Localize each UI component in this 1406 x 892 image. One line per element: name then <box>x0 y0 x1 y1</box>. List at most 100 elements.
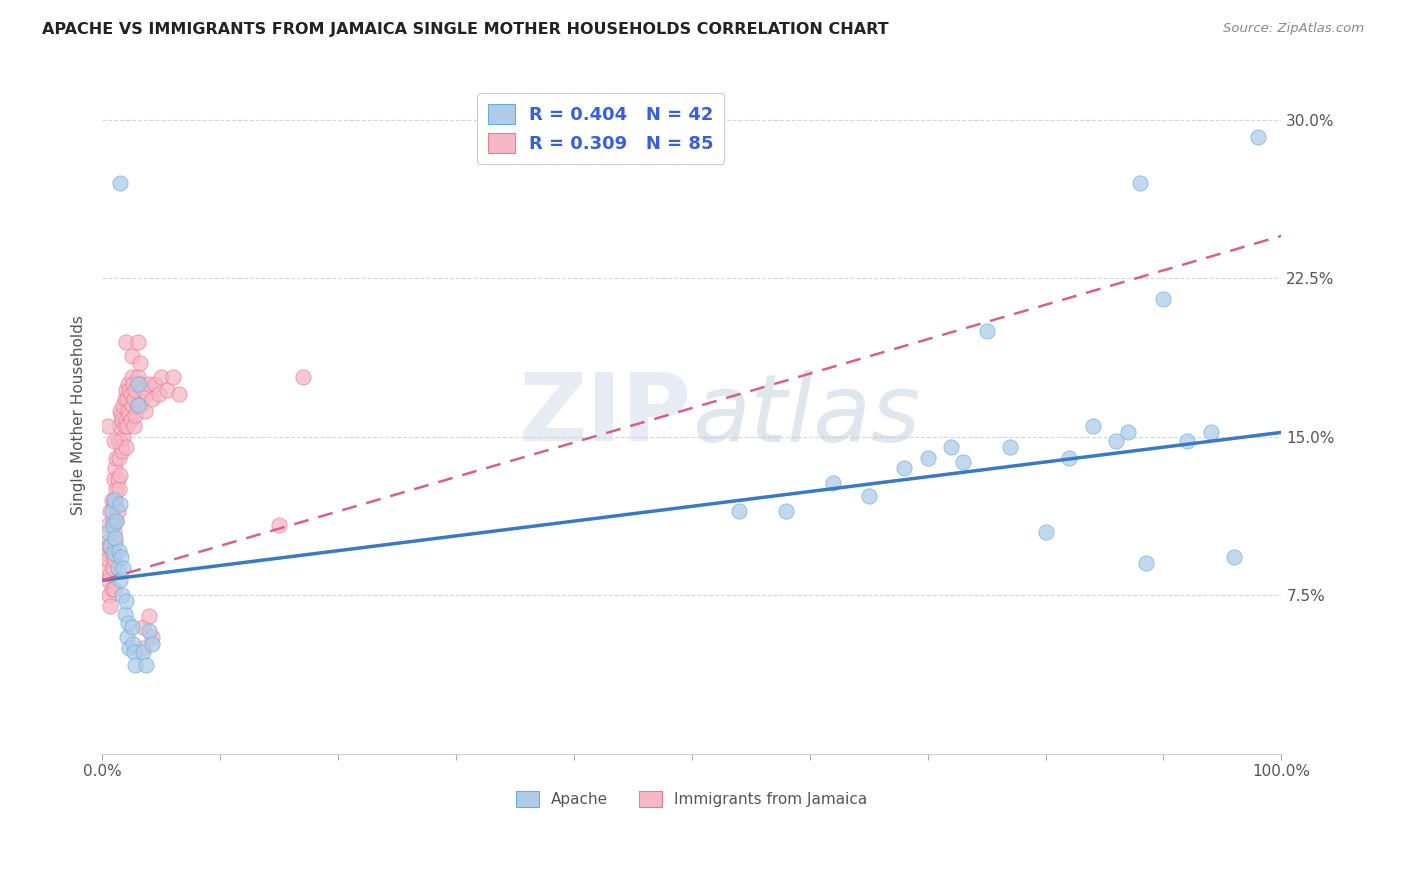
Point <box>107 560 129 574</box>
Point <box>103 497 125 511</box>
Point <box>103 434 125 448</box>
Point <box>112 429 135 443</box>
Point <box>108 497 131 511</box>
Point <box>127 334 149 349</box>
Y-axis label: Single Mother Households: Single Mother Households <box>72 316 86 516</box>
Point <box>1153 293 1175 307</box>
Point <box>103 524 125 539</box>
Point <box>114 392 136 406</box>
Point <box>135 657 157 672</box>
Point <box>1081 419 1104 434</box>
Point <box>952 455 974 469</box>
Point <box>267 518 290 533</box>
Point <box>107 450 129 465</box>
Point <box>132 645 155 659</box>
Point <box>823 476 845 491</box>
Point <box>107 434 129 448</box>
Point <box>143 376 166 391</box>
Point <box>122 392 145 406</box>
Point <box>101 514 124 528</box>
Point <box>115 630 138 644</box>
Point <box>100 493 122 508</box>
Point <box>97 524 120 539</box>
Point <box>1247 129 1270 144</box>
Point <box>1199 425 1222 440</box>
Point <box>98 588 121 602</box>
Point <box>105 514 128 528</box>
Point <box>114 607 136 621</box>
Point <box>120 413 142 427</box>
Point <box>100 503 122 517</box>
Point <box>858 489 880 503</box>
Point <box>148 387 170 401</box>
Point <box>115 419 138 434</box>
Point <box>127 398 149 412</box>
Point <box>121 370 143 384</box>
Point <box>114 594 136 608</box>
Point <box>103 546 125 560</box>
Point <box>136 387 159 401</box>
Point <box>893 461 915 475</box>
Point <box>112 560 135 574</box>
Point <box>1223 549 1246 564</box>
Point <box>111 413 134 427</box>
Point <box>141 630 163 644</box>
Point <box>117 376 139 391</box>
Point <box>112 398 135 412</box>
Point <box>134 404 156 418</box>
Point <box>117 615 139 630</box>
Point <box>138 609 160 624</box>
Point <box>127 376 149 391</box>
Point <box>103 582 125 596</box>
Point <box>941 440 963 454</box>
Point <box>141 392 163 406</box>
Text: APACHE VS IMMIGRANTS FROM JAMAICA SINGLE MOTHER HOUSEHOLDS CORRELATION CHART: APACHE VS IMMIGRANTS FROM JAMAICA SINGLE… <box>42 22 889 37</box>
Point <box>1035 524 1057 539</box>
Point <box>124 383 146 397</box>
Point <box>124 657 146 672</box>
Point <box>104 531 127 545</box>
Point <box>118 383 141 397</box>
Point <box>108 574 131 588</box>
Point <box>108 404 131 418</box>
Point <box>108 467 131 482</box>
Point <box>976 324 998 338</box>
Point <box>1175 434 1198 448</box>
Point <box>775 503 797 517</box>
Point <box>96 560 118 574</box>
Point <box>104 493 127 508</box>
Point <box>124 409 146 423</box>
Point <box>122 376 145 391</box>
Point <box>101 560 124 574</box>
Point <box>138 376 160 391</box>
Point <box>114 440 136 454</box>
Point <box>108 434 131 448</box>
Point <box>121 349 143 363</box>
Point <box>103 472 125 486</box>
Point <box>110 440 132 454</box>
Point <box>129 376 152 391</box>
Point <box>1105 434 1128 448</box>
Point <box>107 472 129 486</box>
Point <box>104 461 127 475</box>
Point <box>97 552 120 566</box>
Point <box>129 398 152 412</box>
Point <box>150 370 173 384</box>
Point <box>107 503 129 517</box>
Point <box>105 483 128 497</box>
Point <box>100 566 122 581</box>
Point <box>100 546 122 560</box>
Point <box>114 383 136 397</box>
Point <box>107 483 129 497</box>
Point <box>100 503 122 517</box>
Point <box>103 552 125 566</box>
Point <box>105 514 128 528</box>
Point <box>1057 450 1080 465</box>
Point <box>138 624 160 638</box>
Point <box>291 370 314 384</box>
Point <box>122 645 145 659</box>
Point <box>94 546 117 560</box>
Point <box>108 176 131 190</box>
Point <box>110 409 132 423</box>
Point <box>96 535 118 549</box>
